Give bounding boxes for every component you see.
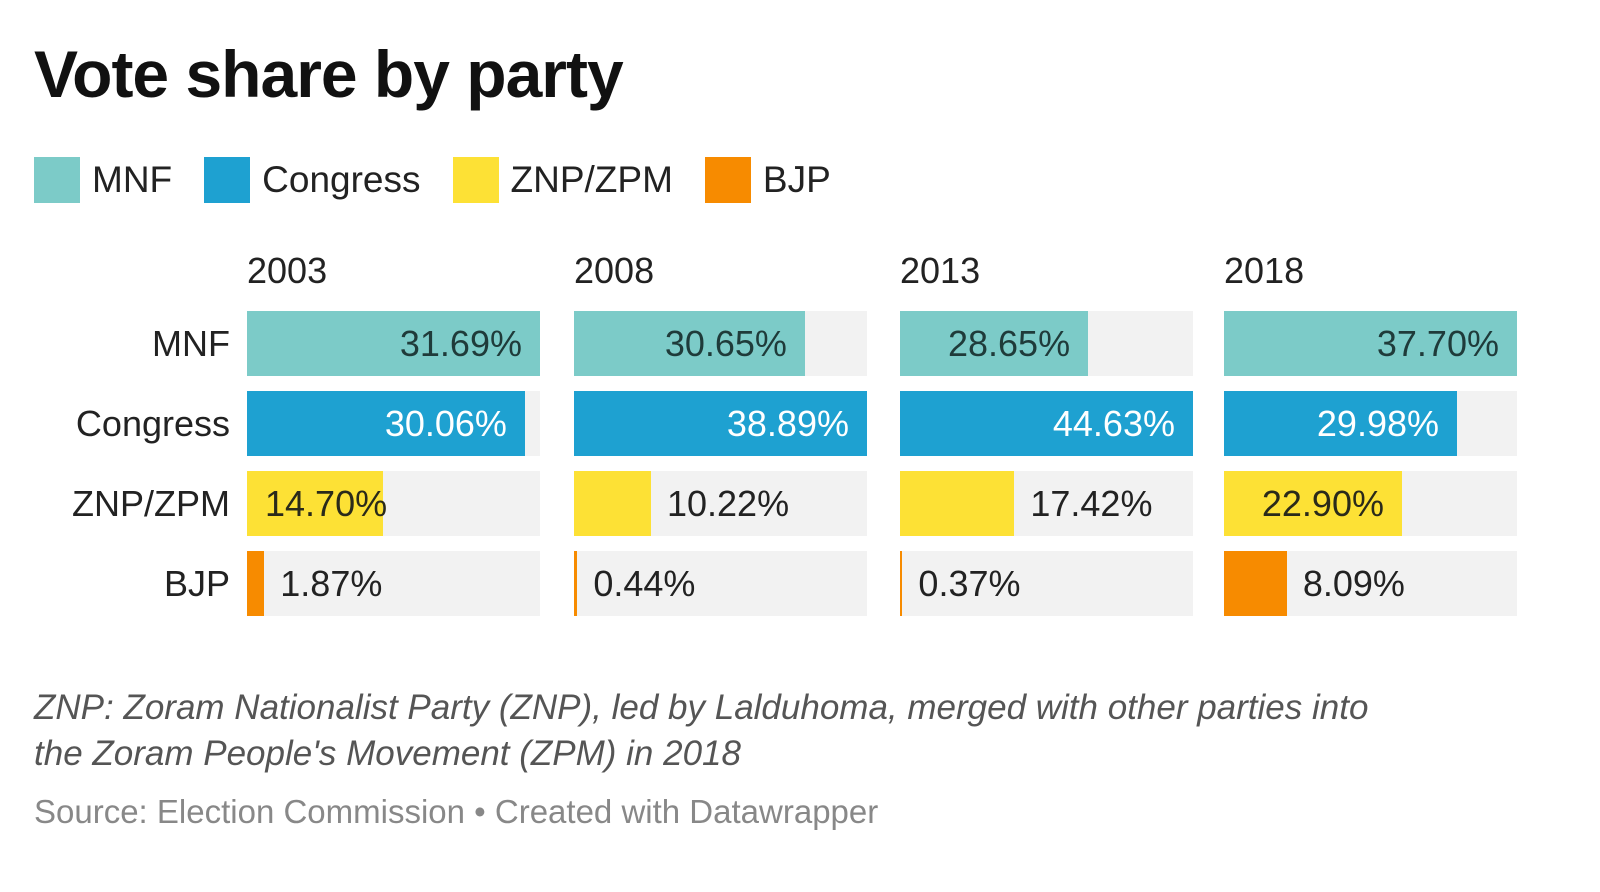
- legend-item-mnf: MNF: [34, 157, 172, 203]
- bar-congress-2013: [900, 391, 1193, 456]
- bar-mnf-2018: [1224, 311, 1517, 376]
- chart-title: Vote share by party: [34, 37, 624, 111]
- legend-label: ZNP/ZPM: [510, 159, 673, 200]
- panel-year-label: 2008: [574, 250, 655, 291]
- legend-swatch: [34, 157, 80, 203]
- legend-swatch: [204, 157, 251, 203]
- bar-bjp-2013: [900, 551, 903, 616]
- bar-bjp-2018: [1224, 551, 1287, 616]
- legend-label: Congress: [262, 159, 421, 200]
- row-label: ZNP/ZPM: [72, 483, 230, 524]
- bar-znp-zpm-2018: [1224, 471, 1402, 536]
- panel-year-label: 2018: [1224, 250, 1305, 291]
- value-label: 29.98%: [1316, 403, 1440, 444]
- panel-year-label: 2013: [900, 250, 981, 291]
- value-label: 30.06%: [384, 403, 507, 444]
- bar-congress-2008: [574, 391, 867, 456]
- bar-bjp-2008: [574, 551, 578, 616]
- legend-item-bjp: BJP: [704, 157, 831, 203]
- row-label: BJP: [163, 563, 230, 604]
- bar-track: 14.70%: [247, 471, 540, 536]
- bar-congress-2018: [1224, 391, 1457, 456]
- bar-track: 28.65%: [900, 311, 1193, 376]
- row-label: MNF: [152, 323, 230, 364]
- bar-track: 0.37%: [900, 551, 1193, 616]
- footnote-line-1: ZNP: Zoram Nationalist Party (ZNP), led …: [34, 688, 1369, 727]
- legend-item-znp-zpm: ZNP/ZPM: [452, 157, 673, 203]
- value-label: 10.22%: [666, 483, 790, 524]
- row-label: Congress: [75, 403, 230, 444]
- bar-znp-zpm-2008: [574, 471, 651, 536]
- bar-track: 1.87%: [247, 551, 540, 616]
- bar-congress-2003: [247, 391, 525, 456]
- value-label: 44.63%: [1052, 403, 1175, 444]
- bar-mnf-2013: [900, 311, 1089, 376]
- bar-znp-zpm-2003: [247, 471, 383, 536]
- value-label: 0.44%: [593, 563, 696, 604]
- value-label: 17.42%: [1030, 483, 1153, 524]
- value-label: 31.69%: [399, 323, 522, 364]
- legend-swatch: [704, 157, 751, 203]
- bar-track: 17.42%: [900, 471, 1193, 536]
- value-label: 28.65%: [947, 323, 1071, 364]
- bar-mnf-2008: [574, 311, 805, 376]
- bar-track: 44.63%: [900, 391, 1193, 456]
- value-label: 38.89%: [726, 403, 849, 444]
- bar-track: 10.22%: [574, 471, 867, 536]
- source-credit: Source: Election Commission • Created wi…: [34, 793, 879, 830]
- legend-item-congress: Congress: [204, 157, 421, 203]
- value-label: 30.65%: [664, 323, 787, 364]
- legend-swatch: [452, 157, 499, 203]
- value-label: 37.70%: [1376, 323, 1499, 364]
- bar-bjp-2003: [247, 551, 265, 616]
- bar-track: 0.44%: [574, 551, 867, 616]
- legend-label: BJP: [762, 159, 831, 200]
- bar-track: 8.09%: [1224, 551, 1517, 616]
- bar-track: 29.98%: [1224, 391, 1517, 456]
- bar-track: 37.70%: [1224, 311, 1517, 376]
- panel-year-label: 2003: [247, 250, 328, 291]
- value-label: 22.90%: [1261, 483, 1384, 524]
- value-label: 1.87%: [280, 563, 383, 604]
- legend: MNF Congress ZNP/ZPM BJP: [34, 157, 863, 203]
- value-label: 14.70%: [265, 483, 388, 524]
- bar-mnf-2003: [247, 311, 540, 376]
- bar-track: 31.69%: [247, 311, 540, 376]
- value-label: 0.37%: [918, 563, 1021, 604]
- bar-znp-zpm-2013: [900, 471, 1015, 536]
- bar-track: 38.89%: [574, 391, 867, 456]
- footnote-line-2: the Zoram People's Movement (ZPM) in 201…: [34, 734, 741, 773]
- footnote: ZNP: Zoram Nationalist Party (ZNP), led …: [34, 685, 1554, 777]
- bar-track: 30.65%: [574, 311, 867, 376]
- value-label: 8.09%: [1302, 563, 1405, 604]
- bar-track: 30.06%: [247, 391, 540, 456]
- legend-label: MNF: [92, 159, 173, 200]
- bar-track: 22.90%: [1224, 471, 1517, 536]
